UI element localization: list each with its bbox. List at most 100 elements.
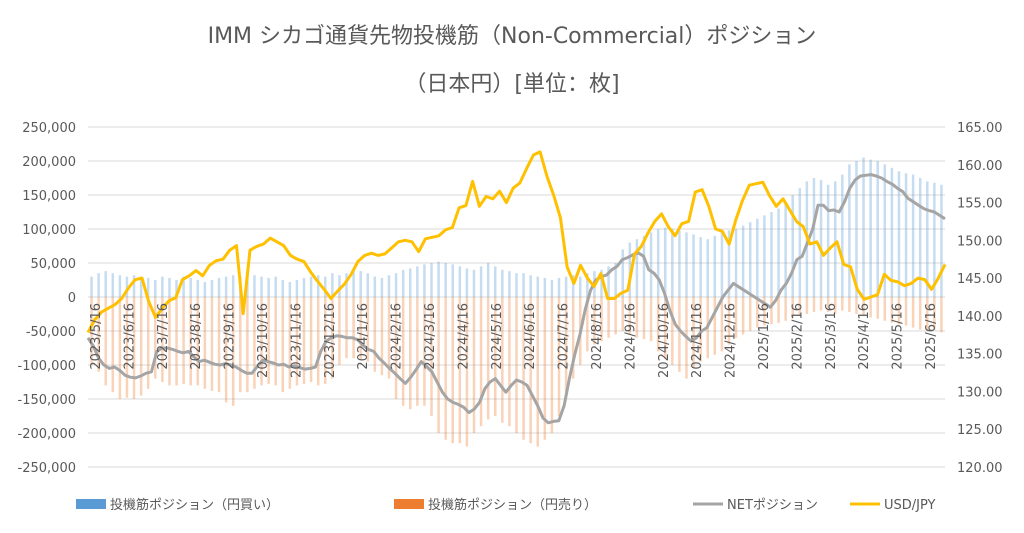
long-position-bar [309, 276, 313, 297]
long-position-bar [465, 268, 469, 297]
right-axis-tick-label: 140.00 [957, 310, 1003, 325]
long-position-bar [918, 178, 922, 297]
short-position-bar [614, 297, 617, 335]
x-axis-tick-label: 2023/6/16 [122, 303, 137, 370]
long-position-bar [663, 227, 667, 297]
left-axis-tick-label: -50,000 [26, 325, 76, 340]
long-position-bar [125, 276, 129, 297]
long-position-bar [564, 276, 568, 297]
short-position-bar [189, 297, 192, 386]
x-axis-tick-label: 2024/7/16 [557, 303, 572, 370]
short-position-bar [904, 297, 908, 326]
long-position-bar [855, 161, 858, 297]
long-position-bar [494, 266, 497, 297]
long-position-bar [557, 277, 561, 297]
x-axis-tick-label: 2023/5/16 [89, 303, 104, 370]
short-position-bar [288, 297, 292, 389]
long-position-bar [288, 282, 292, 297]
right-axis-tick-label: 145.00 [957, 272, 1003, 287]
short-position-bar [826, 297, 830, 312]
short-position-bar [635, 297, 639, 338]
long-position-bar [267, 277, 270, 297]
short-position-bar [125, 297, 129, 398]
short-position-bar [118, 297, 122, 399]
long-position-bar [706, 239, 709, 297]
left-axis-tick-label: -250,000 [18, 461, 76, 476]
short-position-bar [253, 297, 256, 389]
short-position-bar [649, 297, 653, 342]
short-position-bar [239, 297, 242, 393]
long-position-bar [281, 280, 285, 297]
x-axis-tick-label: 2024/11/16 [690, 303, 705, 378]
short-position-bar [494, 297, 497, 416]
short-position-bar [833, 297, 837, 314]
long-position-bar [366, 273, 370, 297]
short-position-bar [933, 297, 936, 330]
x-axis-tick-label: 2023/9/16 [223, 303, 238, 370]
x-axis-tick-label: 2023/12/16 [323, 303, 338, 378]
long-position-bar [741, 225, 745, 297]
short-position-bar [720, 297, 724, 352]
short-position-bar [883, 297, 887, 321]
long-position-bar [189, 277, 192, 297]
short-position-bar [621, 297, 624, 331]
long-position-bar [345, 273, 348, 297]
long-position-bar [338, 275, 341, 297]
short-position-bar [515, 297, 518, 433]
right-axis-tick-label: 150.00 [957, 234, 1003, 249]
short-position-bar [366, 297, 370, 362]
long-position-bar [416, 266, 419, 297]
short-position-bar [593, 297, 596, 345]
short-position-bar [656, 297, 660, 352]
short-position-bar [536, 297, 539, 447]
short-position-bar [423, 297, 426, 406]
long-position-bar [210, 280, 214, 297]
long-position-bar [833, 181, 837, 297]
short-position-bar [897, 297, 901, 325]
short-position-bar [274, 297, 277, 386]
right-axis-ticks: 165.00 160.00 155.00 150.00 145.00 140.00 135.… [957, 121, 1003, 476]
left-axis-tick-label: 50,000 [31, 257, 77, 272]
long-position-bar [394, 273, 398, 297]
x-axis-tick-label: 2024/12/16 [724, 303, 739, 378]
long-position-bar [359, 271, 362, 297]
long-position-bar [231, 275, 235, 297]
short-position-bar [678, 297, 681, 372]
long-position-bar [550, 280, 554, 297]
long-position-bar [848, 164, 851, 297]
short-position-bar [458, 297, 462, 444]
short-position-bar [791, 297, 794, 318]
legend-label: 投機筋ポジション（円買い） [110, 497, 279, 513]
long-position-bar [154, 280, 157, 297]
legend-swatch [394, 499, 424, 509]
short-position-bar [918, 297, 922, 330]
short-position-bar [295, 297, 299, 386]
short-position-bar [564, 297, 568, 393]
right-axis-tick-label: 135.00 [957, 348, 1003, 363]
short-position-bar [409, 297, 412, 410]
long-position-bar [543, 277, 547, 297]
long-position-bar [352, 269, 355, 297]
short-position-bar [260, 297, 263, 386]
long-position-bar [904, 173, 908, 297]
long-position-bar [90, 276, 93, 297]
x-axis-tick-label: 2023/8/16 [189, 303, 204, 370]
long-position-bar [777, 208, 780, 297]
short-position-bar [267, 297, 270, 385]
short-position-bar [338, 297, 341, 365]
long-position-bar [161, 276, 164, 297]
right-axis-tick-label: 165.00 [957, 121, 1003, 136]
long-position-bar [274, 276, 277, 297]
x-axis-tick-label: 2024/4/16 [456, 303, 471, 370]
x-axis-tick-label: 2023/10/16 [256, 303, 271, 378]
long-position-bar [798, 188, 802, 297]
long-position-bar [862, 157, 865, 297]
long-position-bar [876, 161, 879, 297]
long-position-bar [423, 264, 426, 297]
short-position-bar [543, 297, 547, 440]
short-position-bar [699, 297, 702, 362]
net-position-line [86, 173, 946, 425]
short-position-bar [748, 297, 752, 331]
long-position-bar [784, 201, 787, 297]
right-axis-tick-label: 160.00 [957, 159, 1003, 174]
